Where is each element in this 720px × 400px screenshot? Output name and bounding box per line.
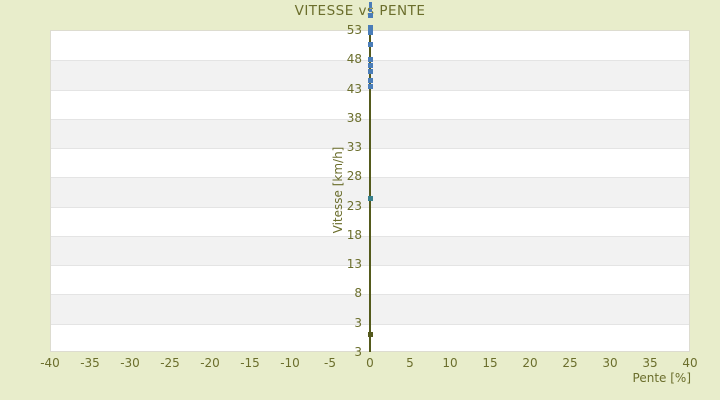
x-tick-label: 25 [562,356,578,370]
x-tick-label: 40 [682,356,698,370]
x-tick-label: -5 [324,356,336,370]
grid-band [51,60,689,90]
x-tick-label: 30 [602,356,618,370]
grid-band [51,235,689,266]
grid-band [51,294,689,324]
x-tick-label: 0 [366,356,374,370]
x-tick-label: 15 [482,356,498,370]
x-tick-label: 10 [442,356,458,370]
x-tick-label: -10 [280,356,300,370]
data-point [367,24,373,30]
grid-band [51,265,689,295]
grid-band [51,31,689,61]
x-tick-label: 20 [522,356,538,370]
plot-area [50,30,690,352]
x-tick-label: -15 [240,356,260,370]
y-axis-title: Vitesse [km/h] [331,146,345,234]
grid-band [51,206,689,236]
chart-title: VITESSE vs PENTE [294,3,426,19]
x-tick-label: 5 [406,356,414,370]
grid-band [51,148,689,178]
x-axis-title: Pente [%] [632,371,691,385]
x-tick-label: -30 [120,356,140,370]
x-tick-label: -20 [200,356,220,370]
grid-band [51,89,689,119]
grid-band [51,323,689,351]
x-tick-label: 35 [642,356,658,370]
x-tick-label: -35 [80,356,100,370]
x-tick-label: -40 [40,356,60,370]
x-tick-label: -25 [160,356,180,370]
grid-band [51,118,689,149]
grid-band [51,177,689,207]
